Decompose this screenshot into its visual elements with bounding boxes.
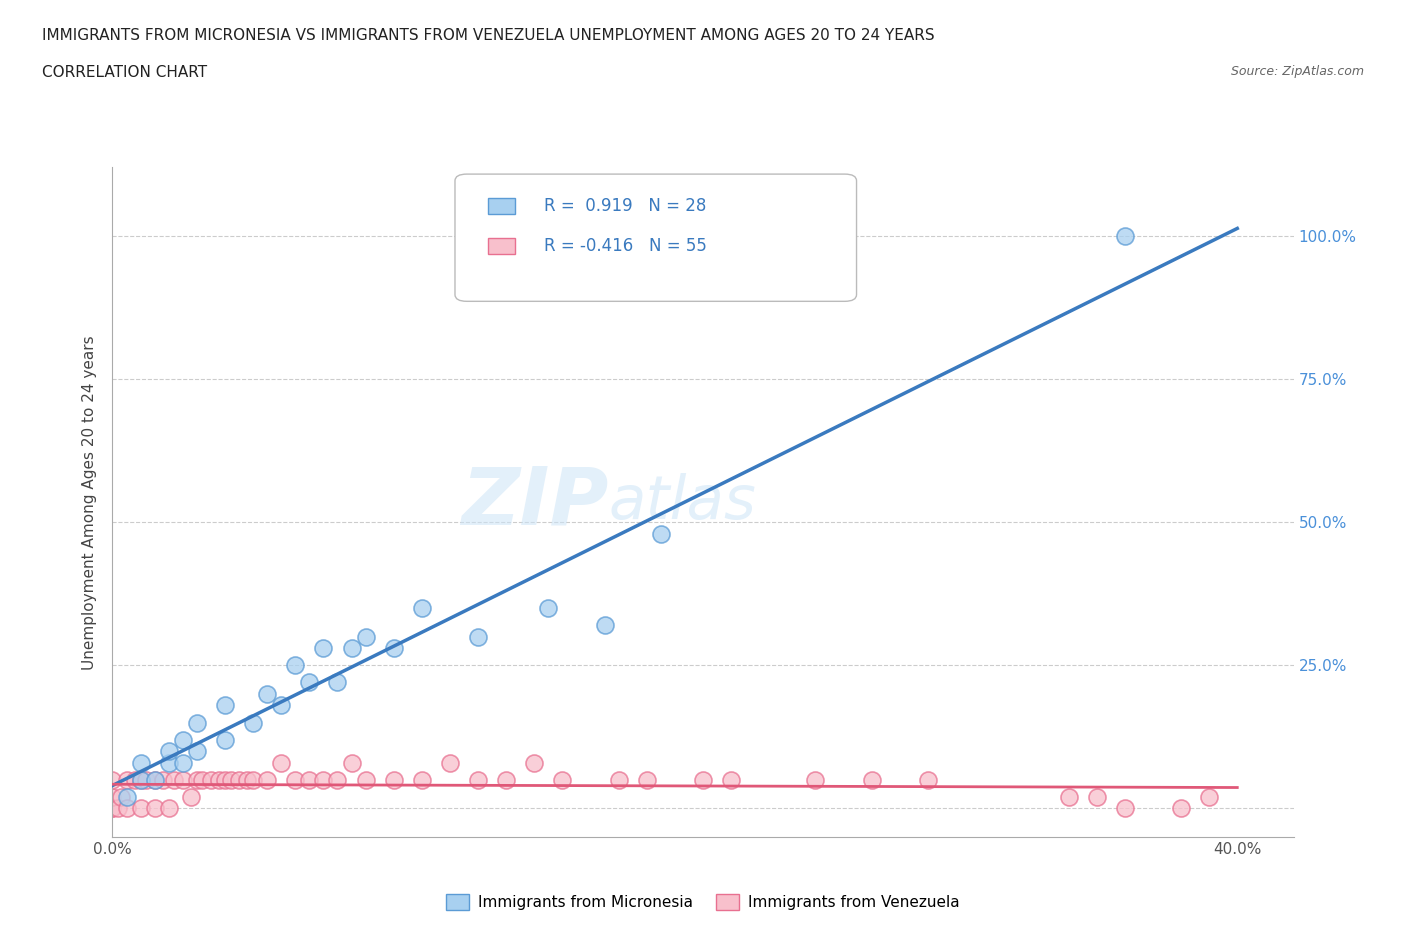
Point bbox=[186, 715, 208, 730]
Point bbox=[1114, 229, 1136, 244]
Point bbox=[115, 801, 138, 816]
FancyBboxPatch shape bbox=[456, 174, 856, 301]
Point bbox=[354, 772, 377, 787]
Point bbox=[191, 772, 214, 787]
Text: atlas: atlas bbox=[609, 472, 756, 532]
Point bbox=[495, 772, 517, 787]
Y-axis label: Unemployment Among Ages 20 to 24 years: Unemployment Among Ages 20 to 24 years bbox=[82, 335, 97, 670]
Point bbox=[1114, 801, 1136, 816]
Point bbox=[129, 755, 152, 770]
Point bbox=[152, 772, 174, 787]
Point bbox=[551, 772, 574, 787]
Point bbox=[439, 755, 461, 770]
Point bbox=[298, 675, 321, 690]
Point bbox=[180, 790, 202, 804]
Point bbox=[107, 801, 129, 816]
Point bbox=[312, 772, 335, 787]
Point bbox=[143, 801, 166, 816]
Point bbox=[284, 772, 307, 787]
Point bbox=[256, 772, 278, 787]
Point bbox=[200, 772, 222, 787]
Point bbox=[692, 772, 714, 787]
Text: Source: ZipAtlas.com: Source: ZipAtlas.com bbox=[1230, 65, 1364, 78]
Point bbox=[1057, 790, 1080, 804]
Point bbox=[326, 772, 349, 787]
Point bbox=[804, 772, 827, 787]
Point bbox=[101, 772, 124, 787]
Point bbox=[143, 772, 166, 787]
Point bbox=[214, 698, 236, 712]
Point bbox=[172, 732, 194, 747]
Point bbox=[382, 772, 405, 787]
Point bbox=[354, 630, 377, 644]
Point bbox=[256, 686, 278, 701]
Point bbox=[340, 755, 363, 770]
Point bbox=[270, 698, 292, 712]
Point bbox=[214, 732, 236, 747]
Point bbox=[101, 801, 124, 816]
Point bbox=[129, 772, 152, 787]
Point bbox=[124, 772, 146, 787]
Point bbox=[607, 772, 630, 787]
Point bbox=[214, 772, 236, 787]
Text: ZIP: ZIP bbox=[461, 463, 609, 541]
Point bbox=[467, 630, 489, 644]
Point bbox=[312, 641, 335, 656]
Point bbox=[172, 772, 194, 787]
Text: CORRELATION CHART: CORRELATION CHART bbox=[42, 65, 207, 80]
Point bbox=[242, 715, 264, 730]
Point bbox=[860, 772, 883, 787]
Point bbox=[228, 772, 250, 787]
Text: R =  0.919   N = 28: R = 0.919 N = 28 bbox=[544, 197, 706, 215]
Point bbox=[110, 790, 132, 804]
Point bbox=[236, 772, 259, 787]
Text: R = -0.416   N = 55: R = -0.416 N = 55 bbox=[544, 237, 706, 255]
Point bbox=[115, 790, 138, 804]
Point bbox=[523, 755, 546, 770]
Point bbox=[467, 772, 489, 787]
Point bbox=[382, 641, 405, 656]
Point bbox=[284, 658, 307, 672]
Point bbox=[129, 801, 152, 816]
Point bbox=[163, 772, 186, 787]
Point bbox=[298, 772, 321, 787]
Point bbox=[340, 641, 363, 656]
Point bbox=[157, 801, 180, 816]
Text: IMMIGRANTS FROM MICRONESIA VS IMMIGRANTS FROM VENEZUELA UNEMPLOYMENT AMONG AGES : IMMIGRANTS FROM MICRONESIA VS IMMIGRANTS… bbox=[42, 28, 935, 43]
Point bbox=[186, 744, 208, 759]
Point bbox=[1170, 801, 1192, 816]
Point bbox=[636, 772, 658, 787]
Point bbox=[537, 601, 560, 616]
Point bbox=[219, 772, 242, 787]
Point bbox=[1085, 790, 1108, 804]
Point bbox=[270, 755, 292, 770]
Point bbox=[172, 755, 194, 770]
Point bbox=[411, 601, 433, 616]
Point bbox=[326, 675, 349, 690]
Point bbox=[242, 772, 264, 787]
FancyBboxPatch shape bbox=[488, 238, 515, 255]
Point bbox=[593, 618, 616, 632]
Point bbox=[720, 772, 742, 787]
Point bbox=[650, 526, 672, 541]
Point bbox=[411, 772, 433, 787]
Point bbox=[1198, 790, 1220, 804]
Point bbox=[157, 755, 180, 770]
Point bbox=[143, 772, 166, 787]
Legend: Immigrants from Micronesia, Immigrants from Venezuela: Immigrants from Micronesia, Immigrants f… bbox=[440, 888, 966, 916]
Point bbox=[208, 772, 231, 787]
Point bbox=[186, 772, 208, 787]
Point bbox=[115, 772, 138, 787]
FancyBboxPatch shape bbox=[488, 197, 515, 214]
Point bbox=[135, 772, 157, 787]
Point bbox=[157, 744, 180, 759]
Point bbox=[129, 772, 152, 787]
Point bbox=[917, 772, 939, 787]
Point bbox=[101, 790, 124, 804]
Point bbox=[101, 801, 124, 816]
